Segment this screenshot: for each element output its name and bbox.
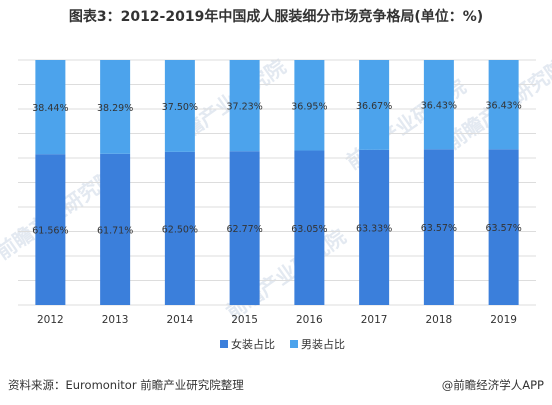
legend-item-female-label: 女装占比 <box>231 337 275 351</box>
credit-note: @前瞻经济学人APP <box>441 378 544 392</box>
male-data-label: 36.43% <box>421 101 457 112</box>
male-data-label: 37.23% <box>227 102 263 113</box>
watermarks: 前瞻产业研究院前瞻产业研究院前瞻产业研究院前瞻产业研究院前瞻产业研究院 <box>0 54 552 324</box>
male-bar <box>294 60 325 151</box>
female-bar <box>423 149 454 305</box>
legend-item-female-swatch <box>220 340 228 348</box>
male-data-label: 36.95% <box>291 101 327 112</box>
chart-title: 图表3：2012-2019年中国成人服装细分市场竞争格局(单位：%) <box>68 9 484 25</box>
male-bar <box>488 60 519 150</box>
x-tick-label: 2014 <box>167 314 194 326</box>
female-data-label: 63.33% <box>356 223 392 234</box>
x-tick-label: 2012 <box>37 314 64 326</box>
x-tick-label: 2017 <box>361 314 388 326</box>
female-data-label: 63.57% <box>421 223 457 234</box>
legend-item-male-swatch <box>290 340 298 348</box>
female-data-label: 63.05% <box>291 224 327 235</box>
x-axis: 2012 2013 2014 2015 2016 2017 2018 2019 <box>37 314 517 326</box>
male-bar <box>423 60 454 150</box>
x-tick-label: 2019 <box>490 314 517 326</box>
legend: 女装占比 男装占比 <box>220 337 345 351</box>
data-labels: 61.56% 38.44% 61.71% 38.29% 62.50% 37.50% 62.7… <box>32 101 521 237</box>
male-bar <box>229 60 260 152</box>
female-data-label: 61.71% <box>97 225 133 236</box>
male-data-label: 36.67% <box>356 101 392 112</box>
male-data-label: 38.44% <box>32 103 68 114</box>
female-bar <box>35 154 66 305</box>
x-tick-label: 2018 <box>426 314 453 326</box>
female-bar <box>164 151 195 305</box>
legend-item-male-label: 男装占比 <box>301 337 345 351</box>
x-tick-label: 2013 <box>102 314 129 326</box>
male-bar <box>35 60 66 155</box>
female-data-label: 62.77% <box>227 224 263 235</box>
male-bar <box>359 60 390 150</box>
female-data-label: 62.50% <box>162 224 198 235</box>
male-bar <box>100 60 131 154</box>
male-data-label: 37.50% <box>162 102 198 113</box>
female-bar <box>100 153 131 305</box>
female-bar <box>359 149 390 305</box>
female-data-label: 61.56% <box>32 226 68 237</box>
x-tick-label: 2016 <box>296 314 323 326</box>
male-bar <box>164 60 195 152</box>
source-note: 资料来源：Euromonitor 前瞻产业研究院整理 <box>8 378 244 392</box>
male-data-label: 36.43% <box>486 101 522 112</box>
female-bar <box>488 149 519 305</box>
female-data-label: 63.57% <box>486 223 522 234</box>
bars <box>35 60 519 305</box>
female-bar <box>229 151 260 305</box>
male-data-label: 38.29% <box>97 103 133 114</box>
x-tick-label: 2015 <box>231 314 258 326</box>
female-bar <box>294 150 325 305</box>
